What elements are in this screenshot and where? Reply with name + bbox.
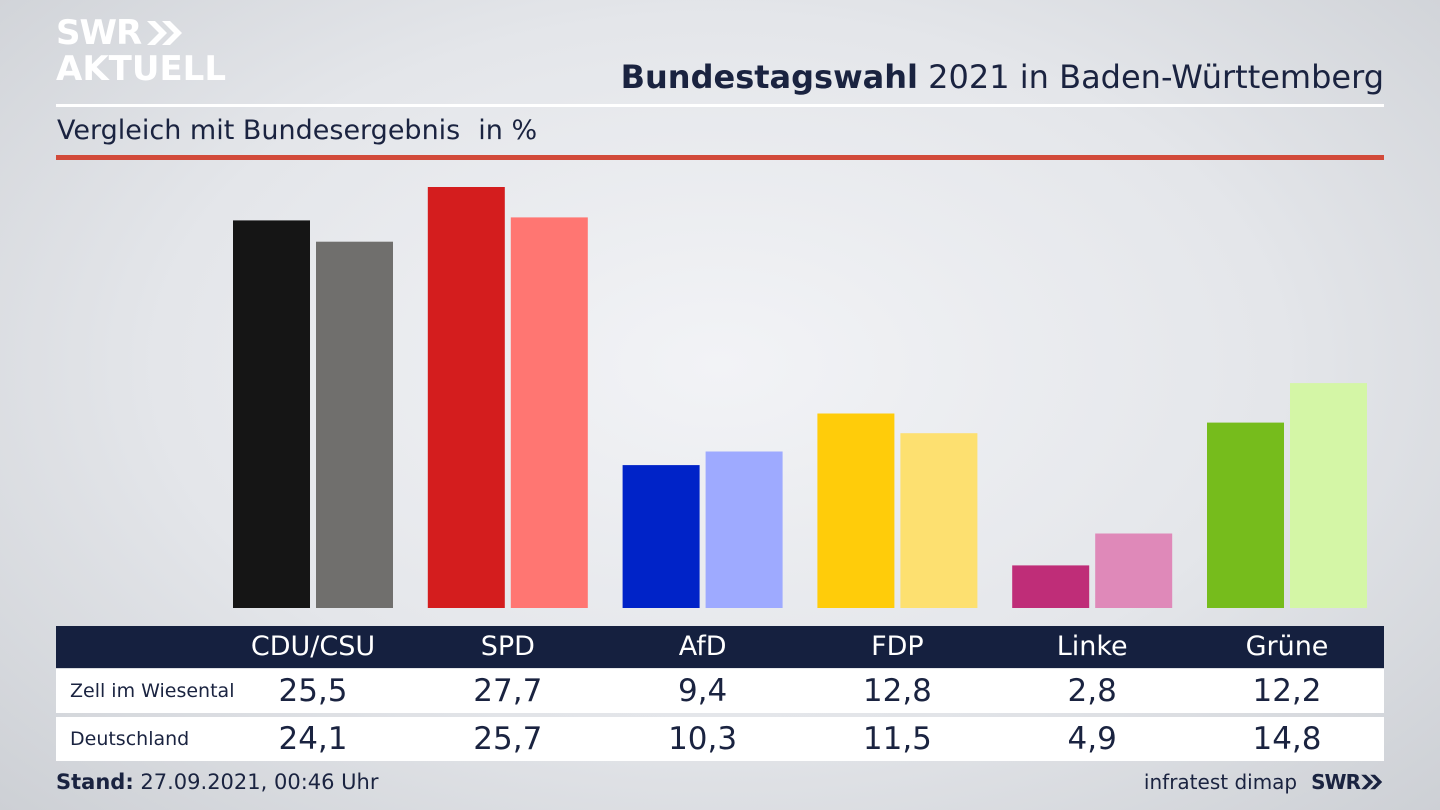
- footer-logo-text: SWR: [1311, 770, 1361, 794]
- logo-text-swr: SWR: [56, 13, 142, 53]
- unit-label: in %: [478, 115, 538, 146]
- double-chevron-icon: [147, 21, 183, 45]
- value-linke-zell: 2,8: [1067, 673, 1117, 709]
- row-label-deutschland: Deutschland: [70, 728, 190, 750]
- title-rest: 2021 in Baden-Württemberg: [917, 58, 1384, 96]
- subtitle-text: Vergleich mit Bundesergebnis: [57, 115, 461, 146]
- party-label-cdu-csu: CDU/CSU: [250, 631, 376, 662]
- title-divider: [56, 104, 1384, 107]
- value-spd-zell: 27,7: [473, 673, 543, 709]
- row-label-zell: Zell im Wiesental: [70, 680, 235, 702]
- subtitle-divider: [56, 155, 1384, 160]
- table-row-deutschland: Deutschland 24,1 25,7 10,3 11,5 4,9 14,8: [56, 717, 1384, 761]
- value-afd-zell: 9,4: [677, 673, 728, 709]
- double-chevron-icon: [1361, 774, 1383, 790]
- value-spd-deutschland: 25,7: [473, 721, 543, 757]
- value-cdu-csu-deutschland: 24,1: [278, 721, 348, 757]
- bar-linke-deutschland: [1095, 533, 1173, 608]
- bar-spd-zell: [427, 187, 505, 608]
- party-label-afd: AfD: [678, 631, 727, 662]
- party-label-gr-ne: Grüne: [1245, 631, 1329, 662]
- subtitle: Vergleich mit Bundesergebnis in %: [57, 115, 537, 146]
- bar-afd-zell: [622, 465, 700, 608]
- value-fdp-deutschland: 11,5: [862, 721, 932, 757]
- logo-text-aktuell: AKTUELL: [56, 49, 227, 89]
- stand-value: 27.09.2021, 00:46 Uhr: [133, 770, 379, 794]
- value-afd-deutschland: 10,3: [668, 721, 738, 757]
- source-text: infratest dimap: [1143, 770, 1298, 794]
- value-gr-ne-zell: 12,2: [1252, 673, 1322, 709]
- bar-cdu-csu-zell: [233, 220, 310, 608]
- bar-linke-zell: [1012, 565, 1090, 608]
- value-linke-deutschland: 4,9: [1067, 721, 1117, 757]
- value-gr-ne-deutschland: 14,8: [1252, 721, 1322, 757]
- value-cdu-csu-zell: 25,5: [278, 673, 348, 709]
- bar-gr-ne-deutschland: [1290, 383, 1367, 608]
- value-fdp-zell: 12,8: [862, 673, 932, 709]
- source-credit: infratest dimap SWR: [1144, 770, 1384, 794]
- party-label-fdp: FDP: [871, 631, 924, 662]
- title-bold: Bundestagswahl: [620, 58, 918, 96]
- bar-gr-ne-zell: [1207, 422, 1284, 608]
- footer-swr-logo: SWR: [1311, 770, 1384, 794]
- party-label-linke: Linke: [1056, 631, 1128, 662]
- timestamp: Stand: 27.09.2021, 00:46 Uhr: [56, 770, 379, 794]
- bar-afd-deutschland: [705, 451, 783, 608]
- stand-label: Stand:: [56, 770, 134, 794]
- table-row-zell: Zell im Wiesental 25,5 27,7 9,4 12,8 2,8 12,2: [56, 669, 1384, 713]
- bar-fdp-deutschland: [900, 433, 978, 608]
- party-header-row: CDU/CSU SPD AfD FDP Linke Grüne: [56, 626, 1384, 668]
- bar-spd-deutschland: [510, 217, 588, 608]
- bar-fdp-zell: [817, 413, 895, 608]
- bar-cdu-csu-deutschland: [316, 241, 393, 608]
- page-title: Bundestagswahl 2021 in Baden-Württemberg: [621, 58, 1384, 96]
- party-label-spd: SPD: [480, 631, 535, 662]
- swr-aktuell-logo: SWR AKTUELL: [56, 16, 226, 86]
